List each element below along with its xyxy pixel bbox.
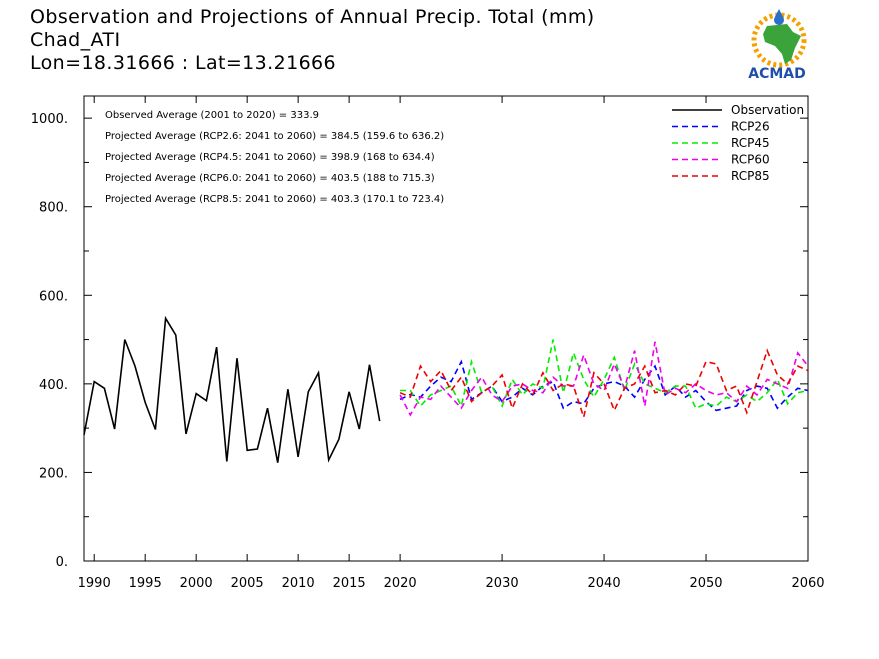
x-tick-label: 2050 [689,576,722,591]
legend-label: RCP60 [731,153,770,167]
x-tick-label: 2030 [486,576,519,591]
sun-rays-icon [751,12,807,68]
chart-subtitle-station: Chad_ATI [30,29,121,51]
axis-ticks: 1990 1995 2000 2005 2010 2015 2020 2030 2040 2050… [31,96,825,591]
average-annotation: Projected Average (RCP6.0: 2041 to 2060)… [105,173,435,184]
chart-series [83,315,809,463]
legend-label: RCP45 [731,136,770,150]
y-tick-label: 0. [56,555,68,570]
africa-map-icon [763,24,801,64]
x-tick-label: 2000 [180,576,213,591]
y-tick-label: 800. [39,201,68,216]
x-tick-label: 2005 [231,576,264,591]
series-line-rcp85 [399,348,809,421]
acmad-logo-text: ACMAD [748,66,806,82]
series-line-observation [83,315,381,463]
x-tick-label: 2020 [384,576,417,591]
chart-title: Observation and Projections of Annual Pr… [30,6,595,28]
legend-label: Observation [731,103,804,117]
y-tick-label: 600. [39,289,68,304]
legend-label: RCP26 [731,120,770,134]
y-tick-label: 200. [39,466,68,481]
series-line-rcp45 [400,339,809,410]
chart-subtitle-coordinates: Lon=18.31666 : Lat=13.21666 [30,52,337,74]
x-tick-label: 2060 [791,576,824,591]
x-tick-label: 1995 [129,576,162,591]
average-annotation: Projected Average (RCP8.5: 2041 to 2060)… [105,194,444,205]
acmad-logo: ACMAD [735,6,823,84]
plot-frame [83,95,809,562]
chart-title-block: Observation and Projections of Annual Pr… [30,6,595,75]
average-annotation: Projected Average (RCP2.6: 2041 to 2060)… [105,131,444,142]
x-tick-label: 2010 [282,576,315,591]
water-drop-icon [774,9,784,25]
average-annotation: Observed Average (2001 to 2020) = 333.9 [105,110,319,121]
chart-annotations: Observed Average (2001 to 2020) = 333.9 P… [105,110,444,205]
average-annotation: Projected Average (RCP4.5: 2041 to 2060)… [105,152,435,163]
x-tick-label: 2040 [588,576,621,591]
x-tick-label: 1990 [78,576,111,591]
x-tick-label: 2015 [333,576,366,591]
y-tick-label: 400. [39,378,68,393]
y-tick-label: 1000. [31,112,68,127]
legend-label: RCP85 [731,169,770,183]
series-line-rcp60 [399,341,809,417]
chart-legend: Observation RCP26 RCP45 RCP60 RCP85 [672,103,804,183]
